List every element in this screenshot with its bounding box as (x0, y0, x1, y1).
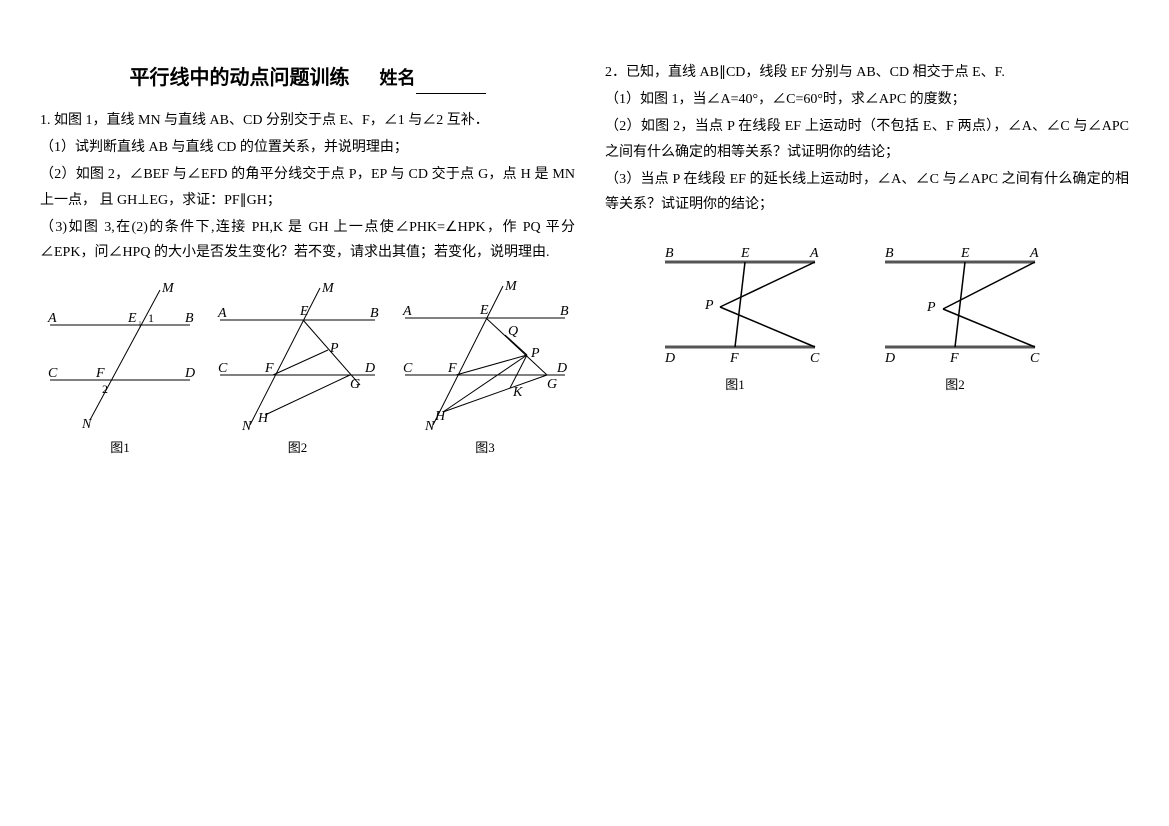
r1-B: B (665, 246, 674, 261)
label-C2: C (218, 361, 228, 376)
label-C3: C (403, 361, 413, 376)
label-B2: B (370, 306, 379, 321)
figure2-block: A B C D M N E F P G H 图2 (210, 280, 385, 459)
label-A3: A (402, 304, 412, 319)
right-figure1-svg: B E A D F C P (645, 237, 825, 367)
fig3-caption: 图3 (475, 436, 495, 459)
q2-part3: （3）当点 P 在线段 EF 的延长线上运动时，∠A、∠C 与∠APC 之间有什… (605, 167, 1129, 217)
label-E: E (127, 311, 137, 326)
label-D: D (184, 366, 195, 381)
label-K3: K (512, 385, 523, 400)
q1-part1: （1）试判断直线 AB 与直线 CD 的位置关系，并说明理由； (40, 135, 575, 160)
right-figure2-svg: B E A D F C P (865, 237, 1045, 367)
label-N3: N (424, 419, 435, 430)
name-field: 姓名 (380, 62, 486, 94)
r1-P: P (704, 298, 714, 313)
label-N: N (81, 417, 92, 430)
figure2-svg: A B C D M N E F P G H (210, 280, 385, 430)
label-E3: E (479, 303, 489, 318)
r1-F: F (729, 351, 739, 366)
label-A2: A (217, 306, 227, 321)
name-label: 姓名 (380, 68, 416, 88)
figure1-block: A B C D M N E F 1 2 图1 (40, 280, 200, 459)
q2-intro: 2．已知，直线 AB∥CD，线段 EF 分别与 AB、CD 相交于点 E、F. (605, 60, 1129, 85)
q1-part2: （2）如图 2，∠BEF 与∠EFD 的角平分线交于点 P，EP 与 CD 交于… (40, 162, 575, 212)
fig1-caption: 图1 (110, 436, 130, 459)
figure3-block: A B C D M N E F P G H K Q 图3 (395, 280, 575, 459)
r1-D: D (664, 351, 675, 366)
title-row: 平行线中的动点问题训练 姓名 (40, 60, 575, 96)
label-P2: P (329, 341, 339, 356)
r2-A: A (1029, 246, 1039, 261)
q2-part2: （2）如图 2，当点 P 在线段 EF 上运动时（不包括 E、F 两点），∠A、… (605, 114, 1129, 164)
r2-C: C (1030, 351, 1040, 366)
label-G3: G (547, 377, 557, 392)
r2-F: F (949, 351, 959, 366)
label-B: B (185, 311, 194, 326)
label-N2: N (241, 419, 252, 430)
right-fig2-caption: 图2 (945, 373, 965, 396)
right-figure2-block: B E A D F C P 图2 (865, 237, 1045, 396)
label-M: M (161, 281, 175, 296)
right-fig1-caption: 图1 (725, 373, 745, 396)
label-D2: D (364, 361, 375, 376)
label-B3: B (560, 304, 569, 319)
fig2-caption: 图2 (288, 436, 308, 459)
label-M2: M (321, 281, 335, 296)
q2-part1: （1）如图 1，当∠A=40°，∠C=60°时，求∠APC 的度数； (605, 87, 1129, 112)
r1-A: A (809, 246, 819, 261)
label-H3: H (434, 409, 446, 424)
label-H2: H (257, 411, 269, 426)
left-figures-row: A B C D M N E F 1 2 图1 (40, 280, 575, 459)
r2-D: D (884, 351, 895, 366)
r1-C: C (810, 351, 820, 366)
r1-E: E (740, 246, 750, 261)
q1-part3: （3)如图 3,在(2)的条件下,连接 PH,K 是 GH 上一点使∠PHK=∠… (40, 215, 575, 265)
left-column: 平行线中的动点问题训练 姓名 1. 如图 1，直线 MN 与直线 AB、CD 分… (40, 60, 575, 766)
label-G2: G (350, 377, 360, 392)
r2-P: P (926, 300, 936, 315)
right-column: 2．已知，直线 AB∥CD，线段 EF 分别与 AB、CD 相交于点 E、F. … (605, 60, 1129, 766)
label-C: C (48, 366, 58, 381)
figure3-svg: A B C D M N E F P G H K Q (395, 280, 575, 430)
label-1: 1 (148, 311, 154, 325)
label-D3: D (556, 361, 567, 376)
label-E2: E (299, 304, 309, 319)
label-A: A (47, 311, 57, 326)
right-figures-row: B E A D F C P 图1 B E A D F (645, 237, 1129, 396)
label-P3: P (530, 346, 540, 361)
figure1-svg: A B C D M N E F 1 2 (40, 280, 200, 430)
label-Q3: Q (508, 324, 518, 339)
r2-E: E (960, 246, 970, 261)
name-blank (416, 93, 486, 94)
main-title: 平行线中的动点问题训练 (130, 60, 350, 96)
label-F: F (95, 366, 105, 381)
q1-intro: 1. 如图 1，直线 MN 与直线 AB、CD 分别交于点 E、F，∠1 与∠2… (40, 108, 575, 133)
label-F3: F (447, 361, 457, 376)
label-2: 2 (102, 382, 108, 396)
right-figure1-block: B E A D F C P 图1 (645, 237, 825, 396)
label-F2: F (264, 361, 274, 376)
r2-B: B (885, 246, 894, 261)
label-M3: M (504, 280, 518, 294)
